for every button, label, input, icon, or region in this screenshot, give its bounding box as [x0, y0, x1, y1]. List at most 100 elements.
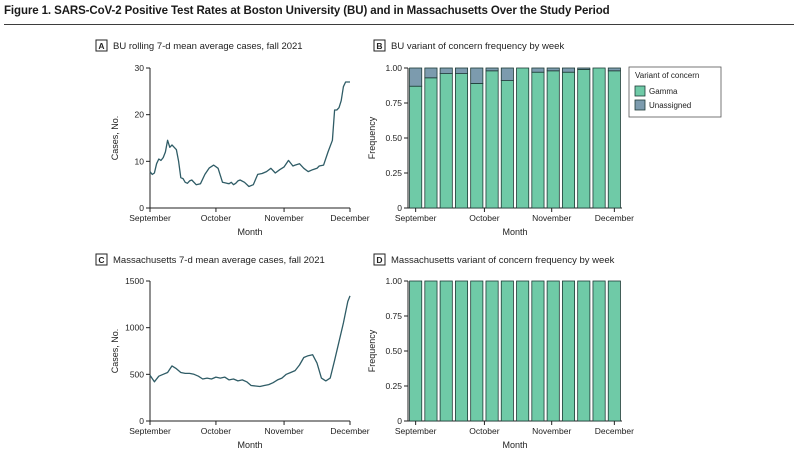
- bar-B-gamma: [546, 70, 560, 209]
- bar-D-gamma: [470, 280, 484, 422]
- panel-A-x-tick-label: November: [264, 213, 303, 223]
- bar-D-gamma: [607, 280, 621, 422]
- panel-D-x-label: Month: [502, 440, 527, 450]
- bar-D-gamma: [531, 280, 545, 422]
- bar-B-unassigned: [409, 67, 423, 87]
- legend-swatch-unassigned: [634, 99, 646, 111]
- panel-D-y-tick-label: 0.75: [385, 311, 402, 321]
- bar-D-gamma: [592, 280, 606, 422]
- bar-D-gamma: [516, 280, 530, 422]
- panel-C-letter: C: [98, 255, 104, 265]
- bar-B-gamma: [531, 71, 545, 209]
- bar-D-gamma: [409, 280, 423, 422]
- panel-B-y-label: Frequency: [367, 116, 377, 159]
- bar-D-gamma: [546, 280, 560, 422]
- bar-B-unassigned: [531, 67, 545, 73]
- panel-C-y-tick-label: 0: [139, 416, 144, 426]
- bar-B-gamma: [470, 83, 484, 209]
- panel-D-y-tick-label: 0.25: [385, 381, 402, 391]
- legend-label-unassigned: Unassigned: [649, 101, 691, 110]
- panel-C-series-line: [149, 295, 351, 388]
- legend-label-gamma: Gamma: [649, 87, 678, 96]
- panel-A-y-tick-label: 0: [139, 203, 144, 213]
- bar-B-unassigned: [546, 67, 560, 72]
- panel-C-y-tick-label: 1500: [125, 276, 144, 286]
- panel-A-y-tick-label: 10: [135, 156, 145, 166]
- panel-D-x-tick-label: December: [595, 426, 634, 436]
- panel-A-series-line: [149, 81, 350, 188]
- panel-B-title: BU variant of concern frequency by week: [391, 41, 564, 52]
- bar-B-unassigned: [439, 67, 453, 74]
- panel-D-x-tick-label: September: [395, 426, 437, 436]
- panel-C-y-tick-label: 1000: [125, 323, 144, 333]
- panel-B-y-tick-label: 0.50: [385, 133, 402, 143]
- bar-D-gamma: [454, 280, 469, 422]
- panel-D-x-tick-label: October: [469, 426, 499, 436]
- panel-B-letter-box: [373, 39, 386, 52]
- bar-B-gamma: [516, 67, 530, 209]
- bar-B-unassigned: [454, 67, 469, 74]
- bar-D-gamma: [485, 280, 499, 422]
- bar-B-gamma: [500, 80, 514, 209]
- panel-C-y-tick-label: 500: [130, 369, 144, 379]
- panel-B-letter: B: [376, 41, 382, 51]
- panel-B-y-tick-label: 1.00: [385, 63, 402, 73]
- panel-C-x-tick-label: September: [129, 426, 171, 436]
- bar-B-gamma: [485, 70, 499, 209]
- panel-D-letter-box: [373, 253, 386, 266]
- bar-B-gamma: [577, 69, 591, 209]
- bar-B-gamma: [439, 73, 453, 209]
- panel-A-y-label: Cases, No.: [110, 116, 120, 161]
- bar-B-unassigned: [607, 67, 621, 72]
- bar-B-gamma: [409, 85, 423, 209]
- bar-D-gamma: [439, 280, 453, 422]
- panel-A-x-tick-label: December: [330, 213, 369, 223]
- panel-A-x-label: Month: [237, 227, 262, 237]
- panel-A-x-tick-label: September: [129, 213, 171, 223]
- panel-D-letter: D: [376, 255, 382, 265]
- title-rule: [4, 24, 794, 25]
- panel-D-title: Massachusetts variant of concern frequen…: [391, 255, 615, 266]
- panel-D-y-label: Frequency: [367, 329, 377, 372]
- panel-A-y-tick-label: 20: [135, 110, 145, 120]
- panel-C-title: Massachusetts 7-d mean average cases, fa…: [113, 255, 325, 266]
- panel-D-y-tick-label: 0: [397, 416, 402, 426]
- panel-C-y-label: Cases, No.: [110, 329, 120, 374]
- panel-C-x-tick-label: October: [201, 426, 231, 436]
- panel-B-x-tick-label: December: [595, 213, 634, 223]
- bar-B-gamma: [561, 71, 576, 209]
- figure-title: Figure 1. SARS-CoV-2 Positive Test Rates…: [4, 5, 610, 17]
- panel-A-title: BU rolling 7-d mean average cases, fall …: [113, 41, 303, 52]
- panel-C-x-label: Month: [237, 440, 262, 450]
- legend-swatch-gamma: [634, 85, 646, 97]
- panel-B-x-tick-label: November: [532, 213, 571, 223]
- panel-A-letter-box: [95, 39, 108, 52]
- panel-B-x-tick-label: October: [469, 213, 499, 223]
- panel-A-letter: A: [98, 41, 104, 51]
- legend-title: Variant of concern: [635, 71, 699, 80]
- bar-B-unassigned: [485, 67, 499, 72]
- panel-A-x-tick-label: October: [201, 213, 231, 223]
- panel-A-y-tick-label: 30: [135, 63, 145, 73]
- panel-C-x-tick-label: December: [330, 426, 369, 436]
- bar-D-gamma: [500, 280, 514, 422]
- panel-C-letter-box: [95, 253, 108, 266]
- panel-B-y-tick-label: 0.25: [385, 168, 402, 178]
- panel-D-y-tick-label: 0.50: [385, 346, 402, 356]
- panel-D-y-tick-label: 1.00: [385, 276, 402, 286]
- panel-D-x-tick-label: November: [532, 426, 571, 436]
- bar-D-gamma: [577, 280, 591, 422]
- bar-B-unassigned: [470, 67, 484, 84]
- bar-D-gamma: [424, 280, 438, 422]
- bar-B-gamma: [424, 77, 438, 209]
- panel-B-x-label: Month: [502, 227, 527, 237]
- bar-B-unassigned: [577, 67, 591, 70]
- bar-D-gamma: [561, 280, 576, 422]
- bar-B-unassigned: [424, 67, 438, 79]
- bar-B-gamma: [454, 73, 469, 209]
- bar-B-unassigned: [500, 67, 514, 81]
- bar-B-gamma: [607, 70, 621, 209]
- panel-C-x-tick-label: November: [264, 426, 303, 436]
- panel-B-x-tick-label: September: [395, 213, 437, 223]
